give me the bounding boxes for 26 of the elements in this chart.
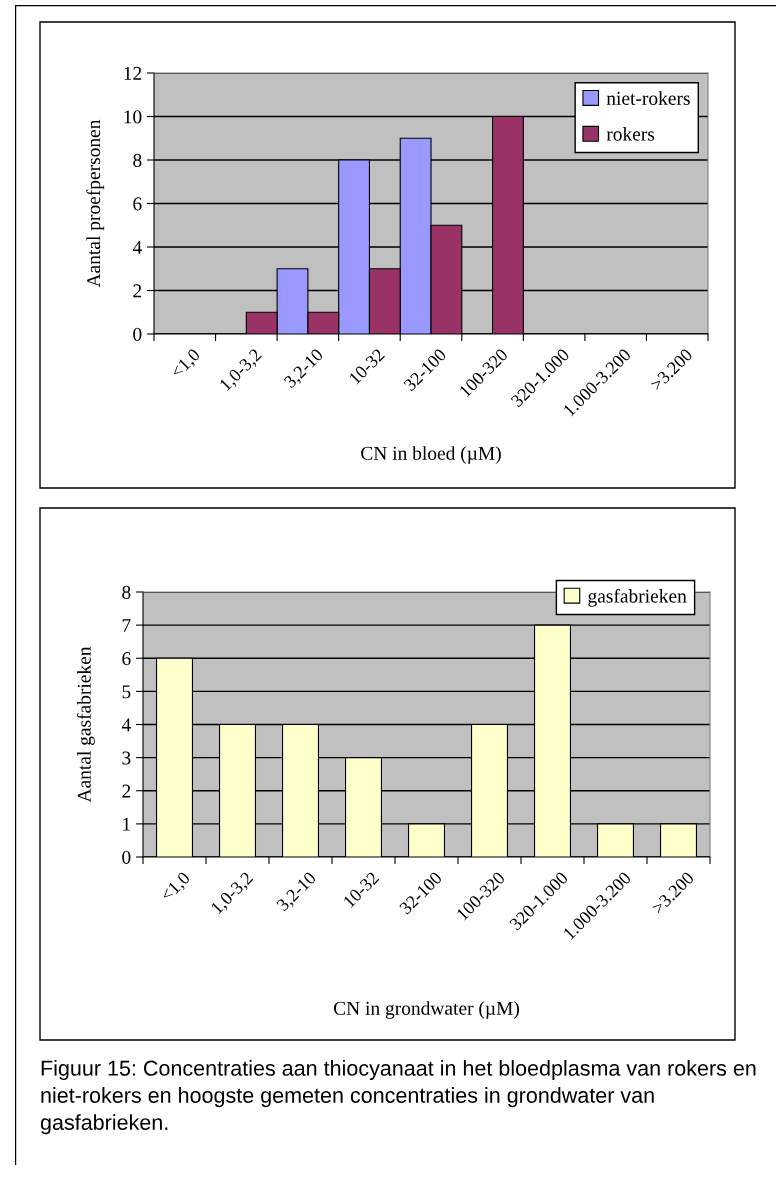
y-tick-label: 3 bbox=[122, 751, 131, 765]
legend-label: niet-rokers bbox=[606, 91, 690, 105]
y-tick-label: 6 bbox=[122, 652, 131, 666]
x-axis-title: CN in grondwater (µM) bbox=[333, 1001, 519, 1019]
x-tick-label: <1,0 bbox=[159, 871, 193, 904]
y-tick-label: 5 bbox=[122, 685, 131, 699]
legend-label: gasfabrieken bbox=[588, 588, 687, 607]
y-axis-title: Aantal proefpersonen bbox=[86, 119, 105, 288]
y-tick-label: 0 bbox=[122, 850, 131, 864]
x-axis-title: CN in bloed (µM) bbox=[361, 446, 501, 464]
y-tick-label: 0 bbox=[133, 327, 142, 341]
y-tick-label: 8 bbox=[133, 153, 142, 167]
x-tick-label: <1,0 bbox=[170, 347, 203, 381]
y-tick-label: 12 bbox=[124, 66, 142, 80]
y-tick-label: 7 bbox=[122, 619, 131, 632]
y-tick-label: 4 bbox=[132, 240, 142, 254]
legend-label: rokers bbox=[606, 127, 655, 141]
y-tick-label: 8 bbox=[122, 585, 131, 599]
y-tick-label: 2 bbox=[133, 284, 142, 298]
y-tick-label: 4 bbox=[121, 718, 131, 732]
y-tick-label: 2 bbox=[122, 784, 131, 798]
y-tick-label: 6 bbox=[133, 197, 142, 211]
y-tick-label: 10 bbox=[124, 110, 142, 124]
text: Figuur 15: Concentraties aan thiocyanaat in het bloedplasma van rokers en niet-rokers en hoogste gemeten concentraties in grondwater van gasfabrieken. bbox=[40, 1060, 756, 1135]
y-axis-title: Aantal gasfabrieken bbox=[76, 646, 95, 803]
y-tick-label: 1 bbox=[123, 817, 131, 831]
